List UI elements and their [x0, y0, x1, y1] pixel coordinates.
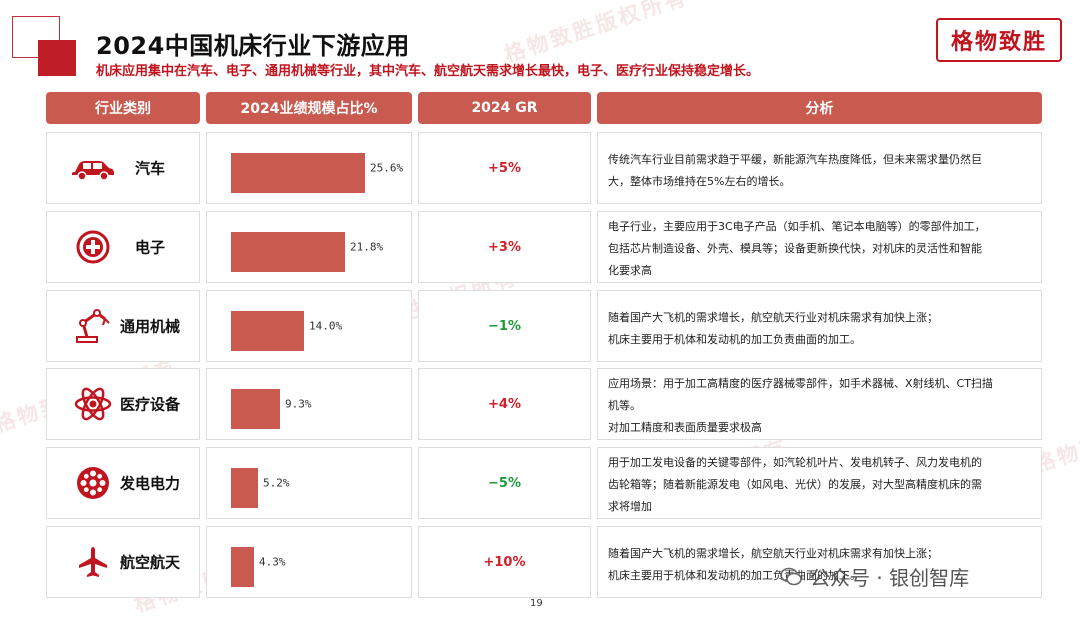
growth-rate-cell: −1% [418, 290, 591, 362]
analysis-line: 机床主要用于机体和发动机的加工负责曲面的加工。 [608, 333, 861, 346]
share-bar [231, 153, 365, 193]
analysis-line: 机等。 [608, 399, 641, 412]
wechat-footer: 公众号 · 银创智库 [780, 562, 969, 591]
category-name: 电子 [134, 238, 165, 257]
wechat-icon [780, 567, 802, 585]
growth-rate-value: −5% [488, 475, 521, 491]
page-subtitle: 机床应用集中在汽车、电子、通用机械等行业，其中汽车、航空航天需求增长最快，电子、… [96, 64, 760, 79]
share-cell: 4.3% [206, 526, 412, 598]
growth-rate-cell: +5% [418, 132, 591, 204]
analysis-line: 应用场景：用于加工高精度的医疗器械零部件，如手术器械、X射线机、CT扫描 [608, 377, 993, 390]
analysis-cell: 用于加工发电设备的关键零部件，如汽轮机叶片、发电机转子、风力发电机的 齿轮箱等；随… [597, 447, 1042, 519]
growth-rate-value: +3% [488, 239, 521, 255]
share-value-label: 5.2% [263, 476, 290, 490]
share-bar [231, 232, 345, 272]
share-cell: 9.3% [206, 368, 412, 440]
header-share: 2024业绩规模占比% [206, 92, 412, 124]
analysis-line: 随着国产大飞机的需求增长，航空航天行业对机床需求有加快上涨； [608, 547, 938, 560]
analysis-line: 对加工精度和表面质量要求极高 [608, 421, 762, 434]
growth-rate-value: −1% [488, 318, 521, 334]
wechat-footer-text: 公众号 · 银创智库 [810, 566, 970, 590]
share-value-label: 21.8% [350, 240, 384, 254]
growth-rate-value: +10% [483, 554, 526, 570]
analysis-line: 齿轮箱等；随着新能源发电（如风电、光伏）的发展，对大型高精度机床的需 [608, 478, 982, 491]
watermark-text: 格物致胜版权所有 [501, 0, 692, 68]
growth-rate-cell: +4% [418, 368, 591, 440]
corner-filled-square [38, 40, 76, 76]
analysis-line: 用于加工发电设备的关键零部件，如汽轮机叶片、发电机转子、风力发电机的 [608, 456, 982, 469]
share-bar [231, 547, 254, 587]
share-cell: 25.6% [206, 132, 412, 204]
analysis-cell: 随着国产大飞机的需求增长，航空航天行业对机床需求有加快上涨； 机床主要用于机体和发… [597, 526, 1042, 598]
category-name: 航空航天 [119, 553, 180, 572]
page-title: 2024中国机床行业下游应用 [96, 32, 410, 60]
share-cell: 5.2% [206, 447, 412, 519]
category-name: 通用机械 [119, 317, 180, 336]
analysis-line: 求将增加 [608, 500, 652, 513]
category-name: 发电电力 [119, 474, 180, 493]
analysis-cell: 应用场景：用于加工高精度的医疗器械零部件，如手术器械、X射线机、CT扫描 机等。对… [597, 368, 1042, 440]
analysis-cell: 传统汽车行业目前需求趋于平缓，新能源汽车热度降低，但未来需求量仍然巨 大，整体市场… [597, 132, 1042, 204]
analysis-line: 大，整体市场维持在5%左右的增长。 [608, 175, 791, 188]
analysis-cell: 随着国产大飞机的需求增长，航空航天行业对机床需求有加快上涨； 机床主要用于机体和发… [597, 290, 1042, 362]
atom-icon [71, 384, 115, 424]
share-cell: 14.0% [206, 290, 412, 362]
airplane-icon [71, 542, 115, 582]
category-name: 汽车 [134, 159, 165, 178]
category-cell: 通用机械 [46, 290, 200, 362]
growth-rate-cell: −5% [418, 447, 591, 519]
growth-rate-cell: +3% [418, 211, 591, 283]
header-category: 行业类别 [46, 92, 200, 124]
share-value-label: 9.3% [285, 397, 312, 411]
category-name: 医疗设备 [119, 395, 180, 414]
analysis-line: 包括芯片制造设备、外壳、模具等；设备更新换代快，对机床的灵活性和智能 [608, 242, 982, 255]
category-cell: 汽车 [46, 132, 200, 204]
growth-rate-value: +5% [488, 160, 521, 176]
car-icon [71, 148, 115, 188]
share-value-label: 25.6% [370, 161, 404, 175]
analysis-line: 电子行业，主要应用于3C电子产品（如手机、笔记本电脑等）的零部件加工， [608, 220, 986, 233]
share-value-label: 4.3% [259, 555, 286, 569]
header-analysis: 分析 [597, 92, 1042, 124]
medical-cross-icon [71, 227, 115, 267]
share-bar [231, 389, 280, 429]
category-cell: 电子 [46, 211, 200, 283]
category-cell: 医疗设备 [46, 368, 200, 440]
category-cell: 发电电力 [46, 447, 200, 519]
share-cell: 21.8% [206, 211, 412, 283]
analysis-line: 化要求高 [608, 264, 652, 277]
header-gr: 2024 GR [418, 92, 591, 124]
share-bar [231, 311, 304, 351]
share-bar [231, 468, 258, 508]
brand-logo: 格物致胜 [936, 18, 1062, 62]
robot-arm-icon [71, 306, 115, 346]
share-value-label: 14.0% [309, 319, 343, 333]
growth-rate-cell: +10% [418, 526, 591, 598]
analysis-cell: 电子行业，主要应用于3C电子产品（如手机、笔记本电脑等）的零部件加工， 包括芯片制… [597, 211, 1042, 283]
corner-outline-square [12, 16, 60, 58]
page-number: 19 [530, 598, 543, 609]
analysis-line: 随着国产大飞机的需求增长，航空航天行业对机床需求有加快上涨； [608, 311, 938, 324]
analysis-line: 传统汽车行业目前需求趋于平缓，新能源汽车热度降低，但未来需求量仍然巨 [608, 153, 982, 166]
category-cell: 航空航天 [46, 526, 200, 598]
growth-rate-value: +4% [488, 396, 521, 412]
turbine-icon [71, 463, 115, 503]
